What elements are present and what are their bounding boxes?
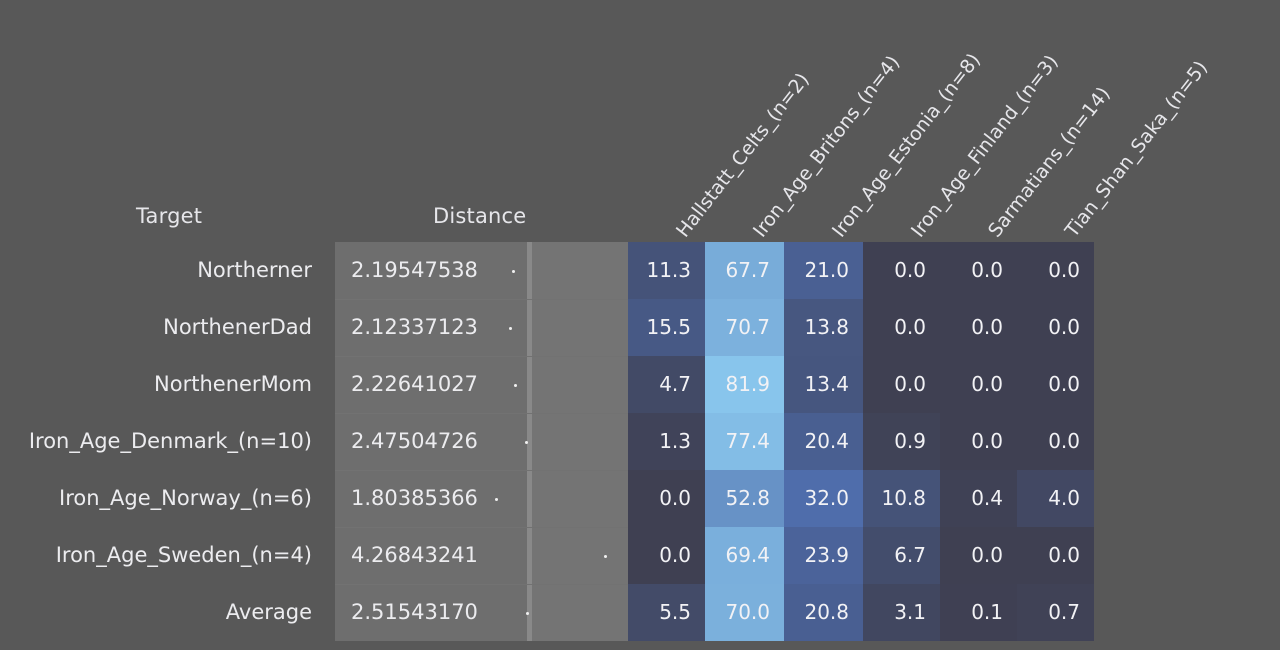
distance-value: 2.12337123 [351, 315, 478, 339]
heatmap-cell: 0.0 [863, 299, 940, 356]
heatmap-cell: 0.0 [628, 470, 705, 527]
distance-value: 2.47504726 [351, 429, 478, 453]
heatmap-cell: 67.7 [705, 242, 784, 299]
heatmap-cell: 13.4 [784, 356, 863, 413]
heatmap-cell: 0.9 [863, 413, 940, 470]
heatmap-cell: 0.0 [940, 242, 1017, 299]
heatmap-cell: 21.0 [784, 242, 863, 299]
distance-column-header: Distance [433, 204, 527, 228]
row-label: NorthenerMom [154, 372, 312, 396]
heatmap-cell: 0.0 [628, 527, 705, 584]
heatmap-cell: 20.8 [784, 584, 863, 641]
distance-value: 2.19547538 [351, 258, 478, 282]
heatmap-cell: 0.0 [1017, 242, 1094, 299]
row-label: Average [225, 600, 312, 624]
row-label: Northerner [197, 258, 312, 282]
heatmap-cell: 70.7 [705, 299, 784, 356]
heatmap-cell: 0.1 [940, 584, 1017, 641]
heatmap-cell: 4.0 [1017, 470, 1094, 527]
distance-dot [525, 441, 528, 444]
distance-row-divider [335, 356, 628, 357]
column-label: Iron_Age_Finland_(n=3) [907, 50, 1063, 242]
heatmap-cell: 81.9 [705, 356, 784, 413]
distance-row-divider [335, 584, 628, 585]
distance-value: 2.22641027 [351, 372, 478, 396]
distance-value: 2.51543170 [351, 600, 478, 624]
row-label: NorthenerDad [163, 315, 312, 339]
heatmap-cell: 13.8 [784, 299, 863, 356]
heatmap-cell: 0.0 [940, 356, 1017, 413]
heatmap-cell: 0.0 [940, 299, 1017, 356]
distance-dot [495, 498, 498, 501]
heatmap-cell: 3.1 [863, 584, 940, 641]
distance-dot [514, 384, 517, 387]
heatmap-cell: 4.7 [628, 356, 705, 413]
distance-axis [527, 242, 532, 641]
column-label: Hallstatt_Celts_(n=2) [672, 68, 814, 242]
heatmap-cell: 0.0 [1017, 413, 1094, 470]
heatmap-cell: 10.8 [863, 470, 940, 527]
distance-dot [526, 612, 529, 615]
heatmap-cell: 77.4 [705, 413, 784, 470]
heatmap-cell: 0.7 [1017, 584, 1094, 641]
heatmap-cell: 23.9 [784, 527, 863, 584]
heatmap-cell: 0.0 [940, 527, 1017, 584]
heatmap-cell: 0.0 [1017, 527, 1094, 584]
distance-dot [604, 555, 607, 558]
heatmap-cell: 15.5 [628, 299, 705, 356]
heatmap-cell: 5.5 [628, 584, 705, 641]
heatmap-cell: 0.0 [1017, 356, 1094, 413]
heatmap-cell: 11.3 [628, 242, 705, 299]
column-label: Iron_Age_Estonia_(n=8) [828, 49, 985, 242]
distance-row-divider [335, 470, 628, 471]
column-label: Iron_Age_Britons_(n=4) [749, 51, 905, 242]
heatmap-cell: 70.0 [705, 584, 784, 641]
distance-band [530, 242, 628, 641]
heatmap-cell: 32.0 [784, 470, 863, 527]
heatmap-cell: 0.0 [863, 356, 940, 413]
distance-row-divider [335, 413, 628, 414]
distance-dot [509, 327, 512, 330]
heatmap-cell: 0.0 [1017, 299, 1094, 356]
column-label: Tian_Shan_Saka_(n=5) [1061, 56, 1213, 242]
distance-value: 1.80385366 [351, 486, 478, 510]
heatmap-cell: 1.3 [628, 413, 705, 470]
heatmap-cell: 0.0 [863, 242, 940, 299]
heatmap-cell: 0.4 [940, 470, 1017, 527]
row-label: Iron_Age_Denmark_(n=10) [28, 429, 312, 453]
row-label: Iron_Age_Norway_(n=6) [59, 486, 312, 510]
target-column-header: Target [136, 204, 203, 228]
heatmap-cell: 6.7 [863, 527, 940, 584]
heatmap-cell: 0.0 [940, 413, 1017, 470]
distance-row-divider [335, 299, 628, 300]
distance-value: 4.26843241 [351, 543, 478, 567]
distance-row-divider [335, 527, 628, 528]
distance-dot [512, 270, 515, 273]
heatmap-cell: 20.4 [784, 413, 863, 470]
row-label: Iron_Age_Sweden_(n=4) [55, 543, 312, 567]
heatmap-cell: 52.8 [705, 470, 784, 527]
heatmap-cell: 69.4 [705, 527, 784, 584]
